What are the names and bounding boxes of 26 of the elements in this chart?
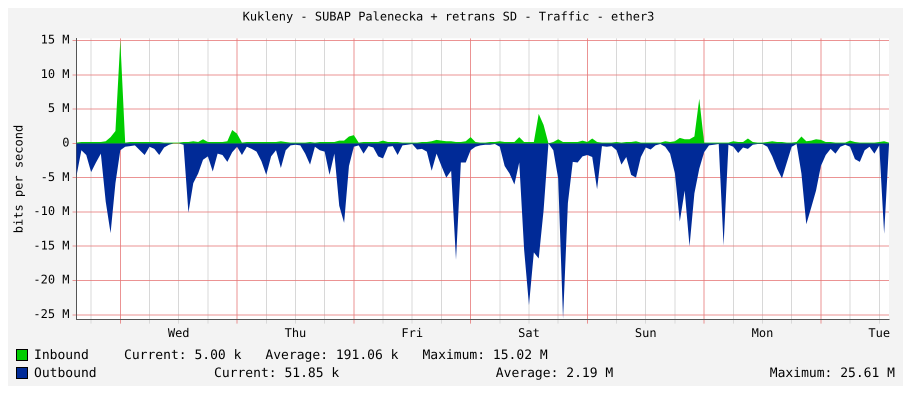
text: Average: 191.06 k [265,348,398,362]
x-tick-label: Sun [634,326,657,340]
y-tick-label: -15 M [33,238,70,252]
x-tick-label: Tue [868,326,890,340]
x-tick-label: Sat [518,326,540,340]
y-tick-label: -20 M [33,272,70,287]
legend-label: Outbound [34,366,98,380]
text: Maximum: 25.61 M [770,366,895,380]
text: Current: 51.85 k [214,366,340,380]
x-tick-label: Thu [284,326,306,340]
x-tick-label: Mon [752,326,774,340]
text: Current: 5.00 k [124,348,242,362]
text: Average: 2.19 M [496,366,614,380]
text: Maximum: 15.02 M [422,348,548,362]
y-tick-label: -5 M [40,170,70,184]
chart-title: Kukleny - SUBAP Palenecka + retrans SD - Traffic - ether3 [242,9,654,24]
y-tick-label: 5 M [48,101,70,116]
x-tick-label: Wed [168,326,190,340]
x-tick-label: Fri [401,326,424,340]
y-tick-label: 15 M [40,32,70,47]
y-axis-title: bits per second [11,124,26,234]
y-tick-label: 10 M [40,66,70,81]
y-tick-label: -10 M [33,204,70,218]
y-tick-label: -25 M [33,306,70,321]
y-tick-label: 0 [62,135,70,150]
legend-label: Inbound [34,348,90,362]
